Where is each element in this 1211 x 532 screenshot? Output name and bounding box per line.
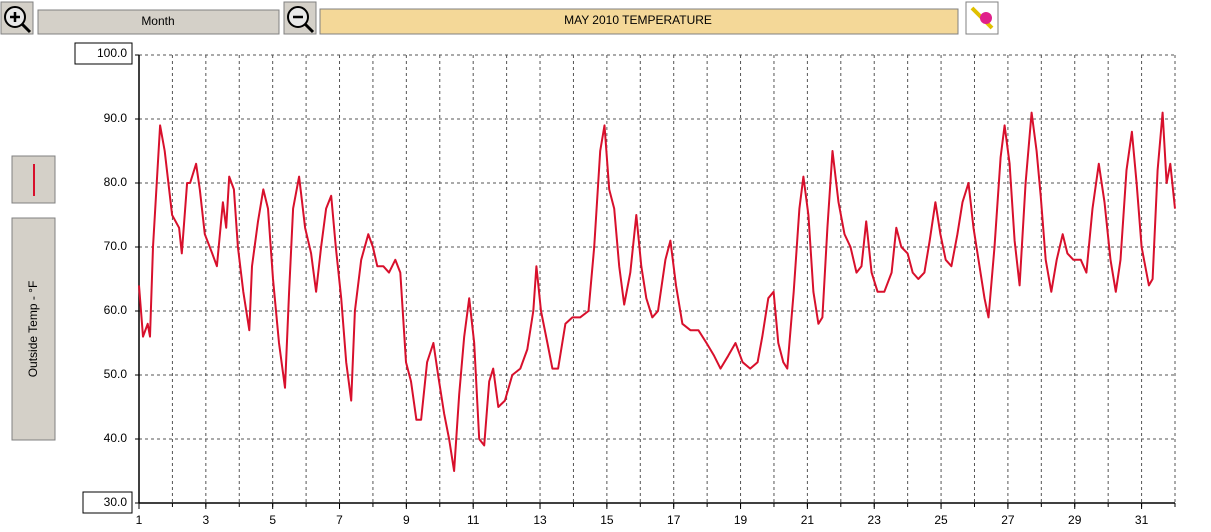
x-tick-label: 17: [667, 513, 681, 527]
zoom-in-button[interactable]: [0, 1, 34, 35]
x-tick-label: 19: [734, 513, 748, 527]
x-tick-label: 21: [801, 513, 815, 527]
series-line: [138, 111, 1176, 472]
y-tick-label: 60.0: [104, 303, 128, 317]
x-tick-label: 13: [533, 513, 547, 527]
y-tick-label: 100.0: [97, 46, 127, 60]
title-box: [319, 8, 959, 35]
zoom-out-button[interactable]: [283, 1, 317, 35]
y-tick-label: 70.0: [104, 239, 128, 253]
y-tick-label: 90.0: [104, 111, 128, 125]
x-tick-label: 7: [336, 513, 343, 527]
y-limit-box: [82, 491, 133, 514]
y-limit-box: [74, 42, 133, 65]
y-tick-label: 50.0: [104, 367, 128, 381]
period-label: Month: [141, 14, 174, 28]
period-button[interactable]: [37, 9, 280, 35]
x-tick-label: 9: [403, 513, 410, 527]
x-tick-label: 3: [202, 513, 209, 527]
chart-title: MAY 2010 TEMPERATURE: [564, 13, 712, 27]
x-tick-label: 27: [1001, 513, 1015, 527]
y-tick-label: 30.0: [104, 495, 128, 509]
x-tick-label: 15: [600, 513, 614, 527]
x-tick-label: 29: [1068, 513, 1082, 527]
x-tick-label: 1: [136, 513, 143, 527]
y-tick-label: 40.0: [104, 431, 128, 445]
x-tick-label: 5: [269, 513, 276, 527]
color-picker-button[interactable]: [965, 1, 999, 35]
x-tick-label: 25: [934, 513, 948, 527]
y-tick-label: 80.0: [104, 175, 128, 189]
x-tick-label: 11: [467, 513, 480, 527]
series-button[interactable]: [11, 217, 56, 441]
legend-label: Outside Temp - °F: [26, 281, 40, 378]
legend-swatch-button[interactable]: [11, 155, 56, 204]
x-tick-label: 31: [1135, 513, 1149, 527]
x-tick-label: 23: [868, 513, 882, 527]
